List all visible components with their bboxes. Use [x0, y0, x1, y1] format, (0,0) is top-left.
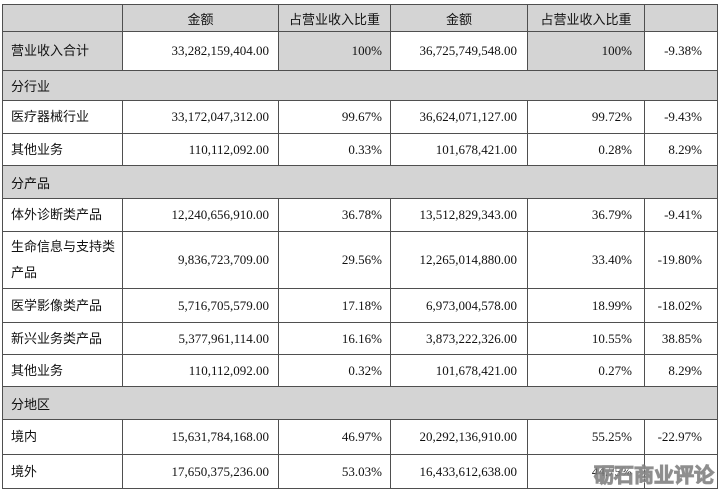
- value-cell: 36,725,749,548.00: [390, 31, 528, 71]
- value-cell: 110,112,092.00: [122, 354, 279, 387]
- table-row: 境内 15,631,784,168.00 46.97% 20,292,136,910.…: [2, 419, 718, 455]
- value-cell: 44.75%: [527, 454, 645, 489]
- value-cell: -9.41%: [644, 198, 718, 232]
- row-label: 医学影像类产品: [2, 288, 123, 323]
- value-cell: 12,240,656,910.00: [122, 198, 279, 232]
- row-label: 医疗器械行业: [2, 100, 123, 134]
- value-cell: 55.25%: [527, 419, 645, 455]
- value-cell: [644, 454, 718, 489]
- revenue-breakdown-table: 金额 占营业收入比重 金额 占营业收入比重 营业收入合计 33,282,159,4…: [2, 4, 718, 489]
- table-row: 其他业务 110,112,092.00 0.33% 101,678,421.00 0.2…: [2, 133, 718, 166]
- value-cell: 99.67%: [278, 100, 391, 134]
- table-row: 境外 17,650,375,236.00 53.03% 16,433,612,638.…: [2, 454, 718, 489]
- value-cell: 33,282,159,404.00: [122, 31, 279, 71]
- value-cell: 38.85%: [644, 322, 718, 355]
- section-label: 分产品: [2, 165, 718, 199]
- value-cell: -9.43%: [644, 100, 718, 134]
- value-cell: 0.28%: [527, 133, 645, 166]
- value-cell: 18.99%: [527, 288, 645, 323]
- row-label: 生命信息与支持类产品: [2, 231, 123, 289]
- table-row: 新兴业务类产品 5,377,961,114.00 16.16% 3,873,222,3…: [2, 322, 718, 355]
- header-cell-share-2: 占营业收入比重: [527, 4, 645, 32]
- value-cell: 53.03%: [278, 454, 391, 489]
- table-row: 医学影像类产品 5,716,705,579.00 17.18% 6,973,004,5…: [2, 288, 718, 323]
- value-cell: 8.29%: [644, 354, 718, 387]
- value-cell: 0.32%: [278, 354, 391, 387]
- value-cell: 12,265,014,880.00: [390, 231, 528, 289]
- table-row: 医疗器械行业 33,172,047,312.00 99.67% 36,624,071,…: [2, 100, 718, 134]
- section-row: 分行业: [2, 70, 718, 101]
- value-cell: 6,973,004,578.00: [390, 288, 528, 323]
- header-cell-amount-2: 金额: [390, 4, 528, 32]
- value-cell: 110,112,092.00: [122, 133, 279, 166]
- section-row: 分地区: [2, 386, 718, 420]
- row-label: 营业收入合计: [2, 31, 123, 71]
- table-row: 营业收入合计 33,282,159,404.00 100% 36,725,749,54…: [2, 31, 718, 71]
- row-label: 其他业务: [2, 354, 123, 387]
- value-cell: -19.80%: [644, 231, 718, 289]
- value-cell: 17,650,375,236.00: [122, 454, 279, 489]
- section-row: 分产品: [2, 165, 718, 199]
- value-cell: 46.97%: [278, 419, 391, 455]
- header-cell-blank-left: [2, 4, 123, 32]
- value-cell: 0.33%: [278, 133, 391, 166]
- value-cell: -9.38%: [644, 31, 718, 71]
- value-cell: 36.79%: [527, 198, 645, 232]
- value-cell: 33.40%: [527, 231, 645, 289]
- value-cell: 9,836,723,709.00: [122, 231, 279, 289]
- value-cell: 29.56%: [278, 231, 391, 289]
- value-cell: -18.02%: [644, 288, 718, 323]
- value-cell: 36.78%: [278, 198, 391, 232]
- value-cell: 3,873,222,326.00: [390, 322, 528, 355]
- row-label: 境外: [2, 454, 123, 489]
- value-cell: 16.16%: [278, 322, 391, 355]
- value-cell: 0.27%: [527, 354, 645, 387]
- value-cell: 36,624,071,127.00: [390, 100, 528, 134]
- header-cell-share-1: 占营业收入比重: [278, 4, 391, 32]
- value-cell: 99.72%: [527, 100, 645, 134]
- value-cell: 17.18%: [278, 288, 391, 323]
- value-cell: 33,172,047,312.00: [122, 100, 279, 134]
- value-cell: 101,678,421.00: [390, 133, 528, 166]
- row-label: 其他业务: [2, 133, 123, 166]
- value-cell: 13,512,829,343.00: [390, 198, 528, 232]
- value-cell: 10.55%: [527, 322, 645, 355]
- value-cell: 100%: [278, 31, 391, 71]
- table-row: 其他业务 110,112,092.00 0.32% 101,678,421.00 0.2…: [2, 354, 718, 387]
- header-cell-amount-1: 金额: [122, 4, 279, 32]
- value-cell: 5,377,961,114.00: [122, 322, 279, 355]
- table-row: 体外诊断类产品 12,240,656,910.00 36.78% 13,512,829…: [2, 198, 718, 232]
- row-label: 体外诊断类产品: [2, 198, 123, 232]
- header-row: 金额 占营业收入比重 金额 占营业收入比重: [2, 4, 718, 32]
- value-cell: 15,631,784,168.00: [122, 419, 279, 455]
- header-cell-blank-right: [644, 4, 718, 32]
- value-cell: 8.29%: [644, 133, 718, 166]
- value-cell: 16,433,612,638.00: [390, 454, 528, 489]
- value-cell: 5,716,705,579.00: [122, 288, 279, 323]
- section-label: 分行业: [2, 70, 718, 101]
- row-label: 新兴业务类产品: [2, 322, 123, 355]
- value-cell: 100%: [527, 31, 645, 71]
- value-cell: -22.97%: [644, 419, 718, 455]
- table-row: 生命信息与支持类产品 9,836,723,709.00 29.56% 12,265,0…: [2, 231, 718, 289]
- value-cell: 101,678,421.00: [390, 354, 528, 387]
- value-cell: 20,292,136,910.00: [390, 419, 528, 455]
- section-label: 分地区: [2, 386, 718, 420]
- row-label: 境内: [2, 419, 123, 455]
- table-body: 营业收入合计 33,282,159,404.00 100% 36,725,749,54…: [2, 31, 718, 489]
